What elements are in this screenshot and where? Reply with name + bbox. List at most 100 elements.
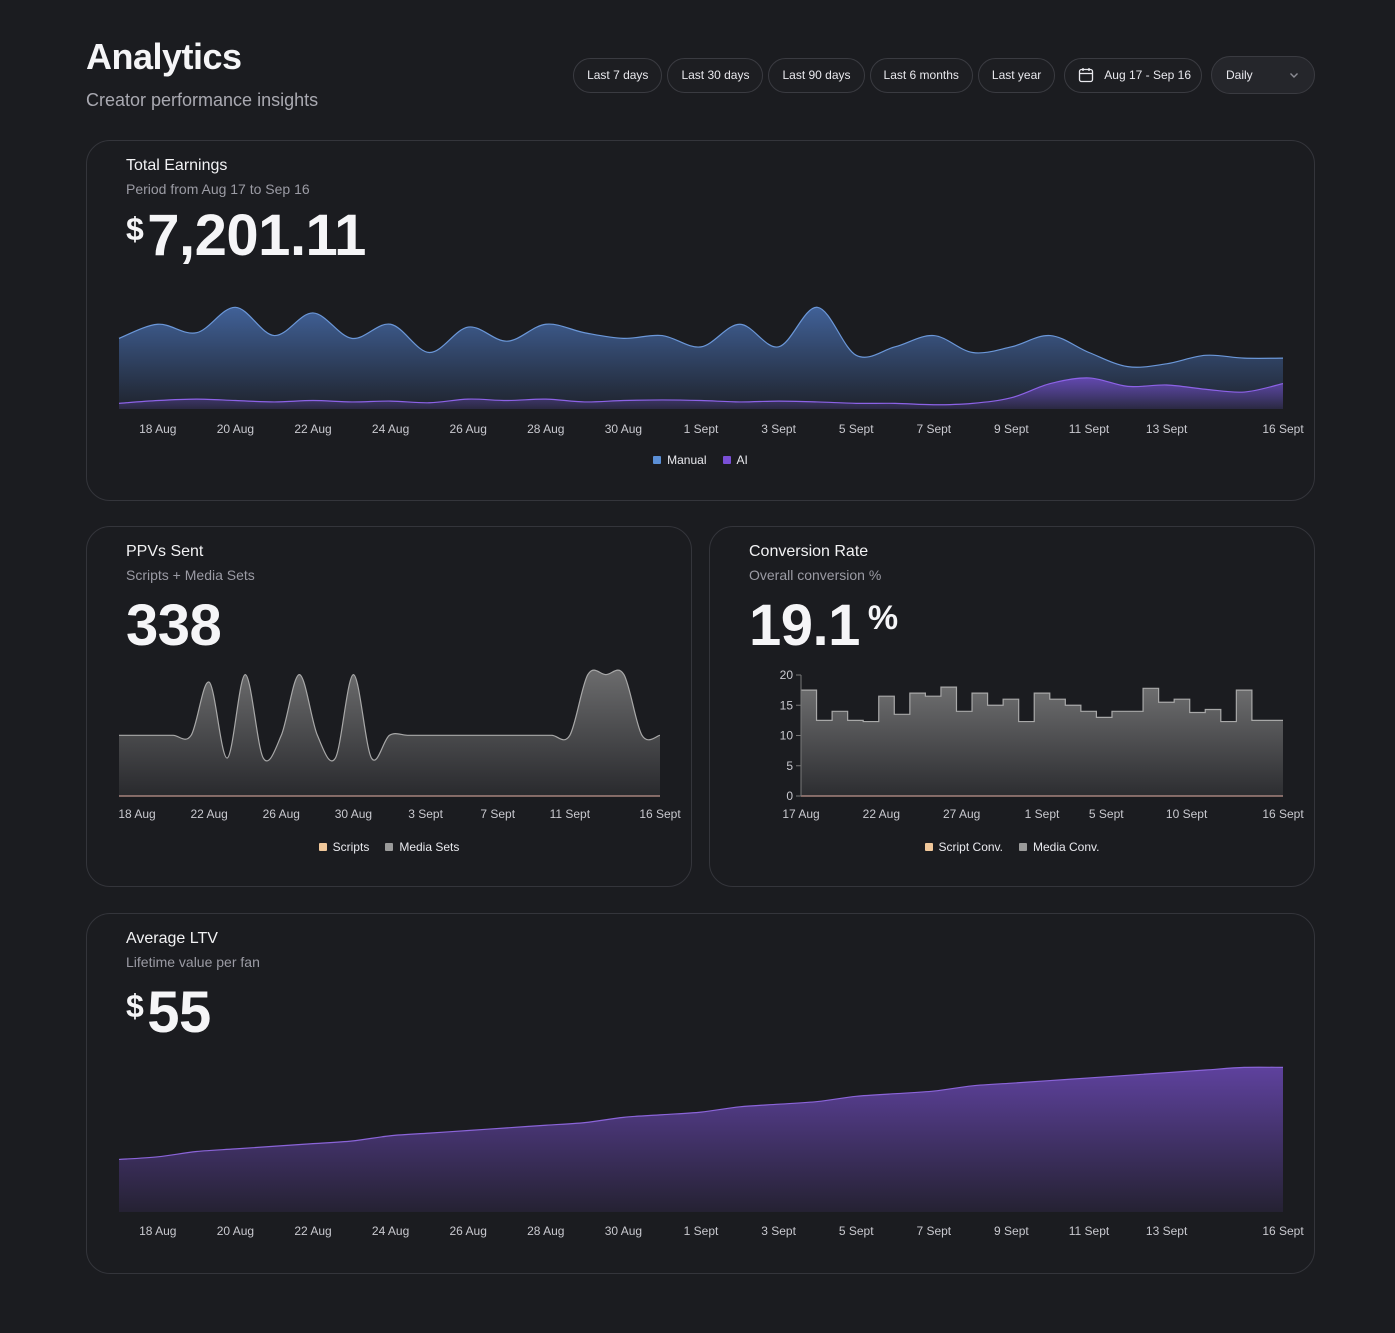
filter-last-7-days[interactable]: Last 7 days [573,57,663,93]
x-tick-label: 16 Sept [1262,807,1304,821]
card-subtitle: Overall conversion % [749,567,882,583]
card-title: Average LTV [126,930,218,947]
legend-item-media-conv[interactable]: Media Conv. [1018,840,1099,854]
metric-number: 7,201.11 [147,203,366,268]
legend-swatch [653,456,662,464]
x-tick-label: 17 Aug [782,807,819,821]
x-tick-label: 13 Sept [1146,422,1188,436]
page-title: Analytics [86,36,242,77]
x-tick-label: 22 Aug [190,807,227,821]
series-area-ltv [119,1067,1283,1212]
x-tick-label: 9 Sept [994,1224,1029,1238]
average-ltv-card: Average LTV Lifetime value per fan $ 55 … [86,913,1315,1274]
x-tick-label: 11 Sept [1069,422,1110,436]
x-tick-label: 1 Sept [684,1224,719,1238]
card-title: PPVs Sent [126,543,204,560]
legend-item-scripts[interactable]: Scripts [318,840,369,854]
metric-number: 19.1 [749,593,860,658]
card-title: Total Earnings [126,157,228,174]
ppvs-sent-card: PPVs Sent Scripts + Media Sets 338 18 Au… [86,526,692,887]
granularity-select[interactable]: Daily [1211,56,1315,94]
series-area-manual [119,307,1283,409]
x-tick-label: 24 Aug [372,1224,409,1238]
x-tick-label: 1 Sept [1025,807,1060,821]
filter-last-year[interactable]: Last year [977,57,1056,93]
date-range-label: Aug 17 - Sep 16 [1104,68,1191,82]
legend-label: Manual [667,453,707,467]
x-tick-label: 18 Aug [139,422,176,436]
currency-symbol: $ [126,988,144,1024]
y-tick-label: 10 [780,729,794,743]
series-area-media-sets [119,670,660,796]
card-subtitle: Lifetime value per fan [126,954,260,970]
series-area-media-conv- [801,687,1283,796]
x-tick-label: 26 Aug [450,1224,487,1238]
filter-last-30-days[interactable]: Last 30 days [667,57,764,93]
x-tick-label: 30 Aug [335,807,372,821]
conversion-legend: Script Conv. Media Conv. [710,840,1314,854]
x-tick-label: 28 Aug [527,1224,564,1238]
x-tick-label: 16 Sept [1262,422,1304,436]
currency-symbol: $ [126,211,144,247]
x-tick-label: 5 Sept [1089,807,1124,821]
legend-label: Media Sets [399,840,460,854]
percent-symbol: % [867,599,898,637]
legend-swatch [385,843,394,851]
x-tick-label: 11 Sept [550,807,591,821]
chevron-down-icon [1290,73,1298,78]
ppv-chart: 18 Aug 22 Aug 26 Aug 30 Aug 3 Sept 7 Sept 11 S… [118,669,681,821]
x-tick-label: 30 Aug [605,1224,642,1238]
x-tick-label: 16 Sept [1262,1224,1304,1238]
x-tick-label: 26 Aug [450,422,487,436]
card-title: Conversion Rate [749,543,869,560]
legend-item-manual[interactable]: Manual [653,453,707,467]
total-earnings-value: $ 7,201.11 [126,207,366,265]
filter-last-90-days[interactable]: Last 90 days [768,57,865,93]
legend-swatch [722,456,731,464]
x-tick-label: 22 Aug [294,1224,331,1238]
conversion-rate-card: Conversion Rate Overall conversion % 19.… [709,526,1315,887]
granularity-value: Daily [1226,68,1253,82]
x-tick-label: 3 Sept [761,422,796,436]
filter-last-6-months[interactable]: Last 6 months [869,57,973,93]
x-tick-label: 24 Aug [372,422,409,436]
total-earnings-card: Total Earnings Period from Aug 17 to Sep… [86,140,1315,501]
ppv-legend: Scripts Media Sets [87,840,691,854]
x-tick-label: 18 Aug [118,807,155,821]
legend-item-script-conv[interactable]: Script Conv. [924,840,1003,854]
metric-number: 338 [126,593,222,658]
x-tick-label: 7 Sept [480,807,515,821]
calendar-icon [1079,68,1094,83]
x-tick-label: 28 Aug [527,422,564,436]
series-line-media-sets [118,669,661,762]
legend-item-ai[interactable]: AI [722,453,748,467]
x-tick-label: 22 Aug [863,807,900,821]
series-line-ai [118,377,1284,406]
x-tick-label: 16 Sept [639,807,681,821]
conversion-chart: 17 Aug 22 Aug 27 Aug 1 Sept 5 Sept 10 Sept 16 … [780,668,1305,821]
legend-label: Script Conv. [938,840,1003,854]
x-tick-label: 3 Sept [408,807,443,821]
earnings-chart: 18 Aug 20 Aug 22 Aug 24 Aug 26 Aug 28 Aug 30 A… [118,306,1304,436]
y-tick-label: 15 [780,698,794,712]
series-line-media-conv- [801,686,1283,723]
x-tick-label: 22 Aug [294,422,331,436]
ppvs-sent-value: 338 [126,593,222,658]
series-line-manual [118,306,1284,368]
card-subtitle: Scripts + Media Sets [126,567,255,583]
x-tick-label: 7 Sept [916,1224,951,1238]
average-ltv-value: $ 55 [126,984,211,1042]
x-tick-label: 27 Aug [943,807,980,821]
x-tick-label: 11 Sept [1069,1224,1110,1238]
legend-item-media-sets[interactable]: Media Sets [385,840,459,854]
page-header: Analytics Creator performance insights L… [86,36,1315,116]
x-tick-label: 10 Sept [1166,807,1208,821]
x-tick-label: 26 Aug [263,807,300,821]
x-tick-label: 18 Aug [139,1224,176,1238]
date-filters: Last 7 days Last 30 days Last 90 days La… [573,56,1315,94]
date-range-picker[interactable]: Aug 17 - Sep 16 [1064,57,1202,93]
series-area-ai [119,377,1283,409]
earnings-legend: Manual AI [87,453,1314,467]
y-tick-label: 5 [786,759,793,773]
x-tick-label: 5 Sept [839,1224,874,1238]
